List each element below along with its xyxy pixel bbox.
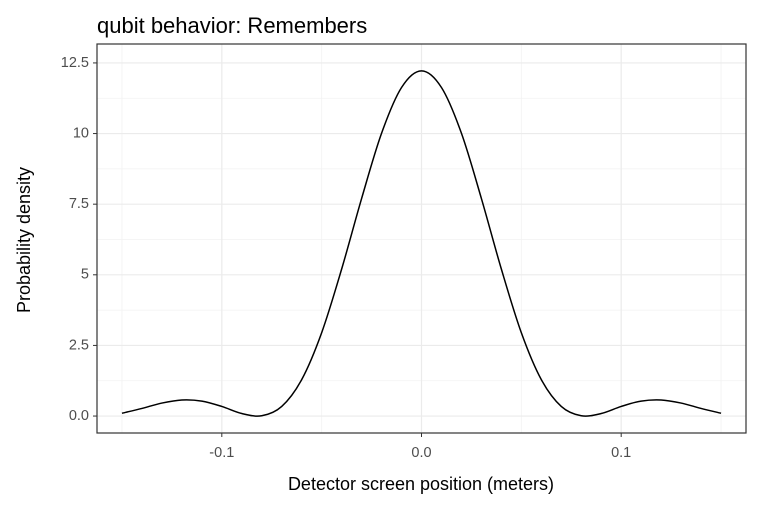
panel-border xyxy=(96,43,747,434)
x-axis-title: Detector screen position (meters) xyxy=(288,474,554,494)
x-tick-label: 0.0 xyxy=(411,445,431,461)
y-tick-label: 5 xyxy=(81,267,89,283)
y-tick-label: 12.5 xyxy=(61,55,89,71)
x-tick-label: 0.1 xyxy=(611,445,631,461)
y-tick-label: 7.5 xyxy=(69,196,89,212)
y-tick-label: 2.5 xyxy=(69,337,89,353)
line xyxy=(121,70,722,417)
y-axis-title: Probability density xyxy=(14,167,34,313)
y-tick-label: 10 xyxy=(73,125,89,141)
chart-title: qubit behavior: Remembers xyxy=(97,13,367,38)
x-tick-label: -0.1 xyxy=(209,445,234,461)
y-tick-label: 0.0 xyxy=(69,408,89,424)
